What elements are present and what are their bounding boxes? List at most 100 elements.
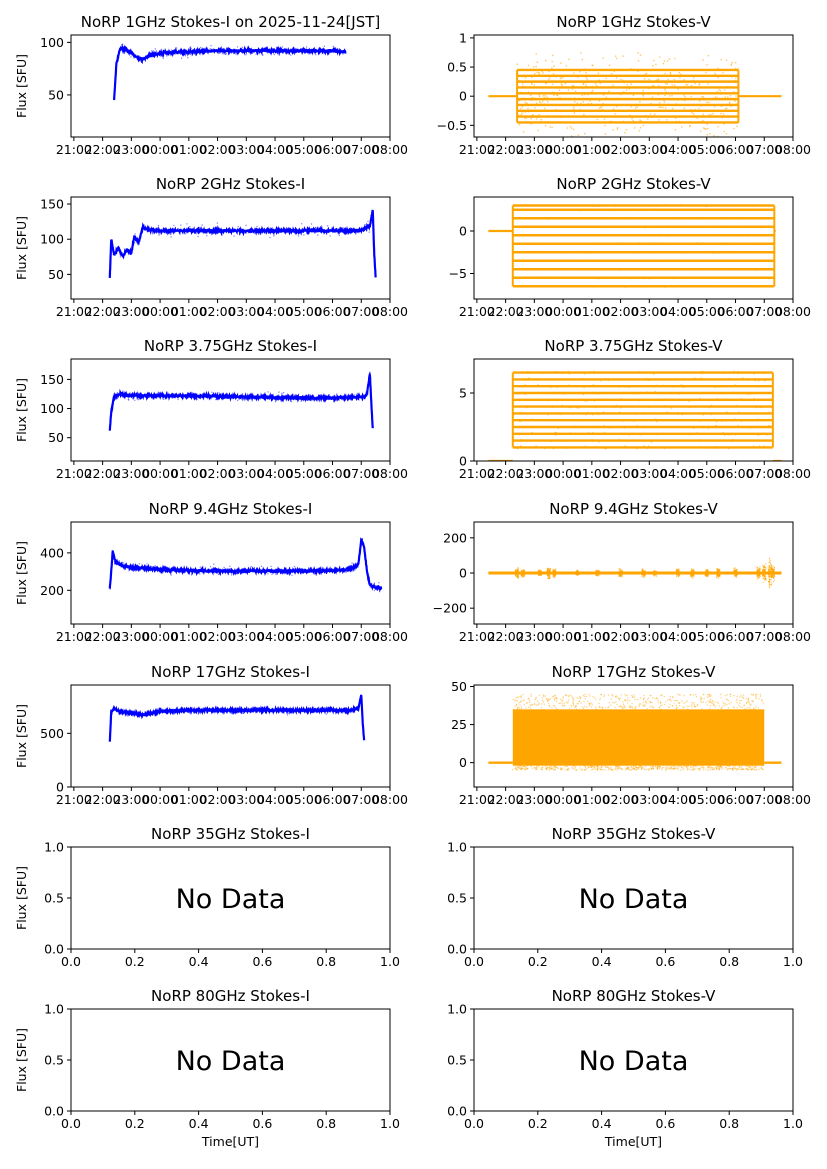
scatter-point (650, 104, 652, 107)
x-tick-label: 05:00 (689, 629, 725, 644)
scatter-point (658, 378, 661, 381)
outlier-point (201, 224, 203, 226)
scatter-point (631, 405, 633, 407)
scatter-point (679, 77, 681, 79)
x-tick-label: 07:00 (343, 142, 379, 157)
scatter-point (512, 226, 515, 229)
outlier-point (141, 714, 143, 716)
scatter-point (560, 92, 562, 94)
scatter-point (769, 277, 771, 280)
scatter-point (766, 434, 768, 436)
scatter-point (697, 97, 700, 100)
scatter-point (539, 405, 542, 407)
scatter-point (658, 242, 660, 244)
scatter-point (650, 217, 652, 219)
outlier-point (119, 711, 121, 713)
scatter-point (534, 72, 536, 75)
noise-point (686, 571, 688, 574)
scatter-point (731, 440, 733, 443)
scatter-point (557, 439, 559, 441)
outlier-point (370, 405, 373, 407)
scatter-point (638, 392, 640, 395)
scatter-point (642, 413, 645, 415)
scatter-point (735, 95, 737, 97)
outlier-point (361, 704, 363, 706)
outlier-point (174, 53, 176, 55)
scatter-point (757, 392, 759, 394)
scatter-point (728, 371, 730, 374)
scatter-point (534, 378, 536, 381)
scatter-point (664, 284, 666, 287)
noise-point (779, 573, 781, 575)
noise-point (558, 572, 561, 574)
noise-point (636, 572, 639, 574)
scatter-point (716, 242, 719, 245)
scatter-point (555, 419, 557, 421)
noise-point (606, 573, 608, 575)
burst-point (734, 567, 736, 569)
scatter-point (641, 235, 644, 237)
halo-point (583, 705, 586, 708)
scatter-point (753, 209, 756, 211)
scatter-point (520, 113, 523, 116)
scatter-point (688, 392, 690, 395)
scatter-point (612, 208, 615, 210)
scatter-point (689, 226, 691, 229)
scatter-point (582, 83, 585, 85)
scatter-point (742, 378, 744, 381)
halo-point (739, 706, 741, 708)
burst-point (771, 569, 774, 571)
burst-point (517, 568, 520, 570)
scatter-point (637, 370, 640, 373)
outlier-point (362, 725, 364, 727)
noise-point (584, 572, 586, 575)
scatter-point (729, 92, 732, 94)
burst-point (517, 574, 519, 576)
outlier-point (348, 398, 350, 400)
burst-point (620, 571, 622, 573)
scatter-point (591, 121, 594, 123)
scatter-point (600, 225, 602, 228)
scatter-point (699, 130, 702, 133)
outlier-point (313, 569, 315, 571)
halo-point (562, 696, 564, 698)
scatter-point (593, 205, 595, 207)
burst-point (735, 569, 737, 571)
scatter-point (713, 251, 716, 253)
noise-point (733, 571, 736, 574)
outlier-point (134, 399, 136, 401)
halo-point (569, 707, 571, 710)
outlier-point (218, 49, 220, 51)
y-tick-label: 50 (48, 267, 64, 282)
scatter-point (749, 251, 752, 253)
scatter-point (628, 88, 630, 90)
outlier-point (191, 395, 193, 398)
noise-point (613, 571, 615, 573)
scatter-point (542, 277, 545, 280)
scatter-point (653, 426, 656, 428)
burst-point (768, 569, 770, 571)
outlier-point (170, 570, 173, 572)
x-tick-label: 23:00 (516, 142, 552, 157)
halo-point (634, 698, 636, 701)
scatter-point (771, 400, 773, 402)
scatter-point (713, 74, 716, 76)
scatter-point (581, 104, 583, 106)
outlier-point (245, 224, 247, 226)
noise-point (604, 573, 606, 575)
noise-point (636, 573, 638, 575)
outlier-point (146, 228, 148, 230)
outlier-point (238, 572, 240, 575)
burst-point (771, 576, 773, 578)
outlier-point (124, 711, 127, 713)
noise-point (550, 571, 552, 573)
outlier-point (211, 708, 214, 710)
outlier-point (113, 396, 116, 398)
outlier-point (355, 396, 358, 398)
scatter-point (562, 76, 564, 79)
scatter-point (750, 393, 753, 395)
data-series (488, 557, 782, 588)
noise-point (532, 572, 534, 574)
outlier-point (208, 397, 211, 399)
scatter-point (649, 252, 652, 254)
